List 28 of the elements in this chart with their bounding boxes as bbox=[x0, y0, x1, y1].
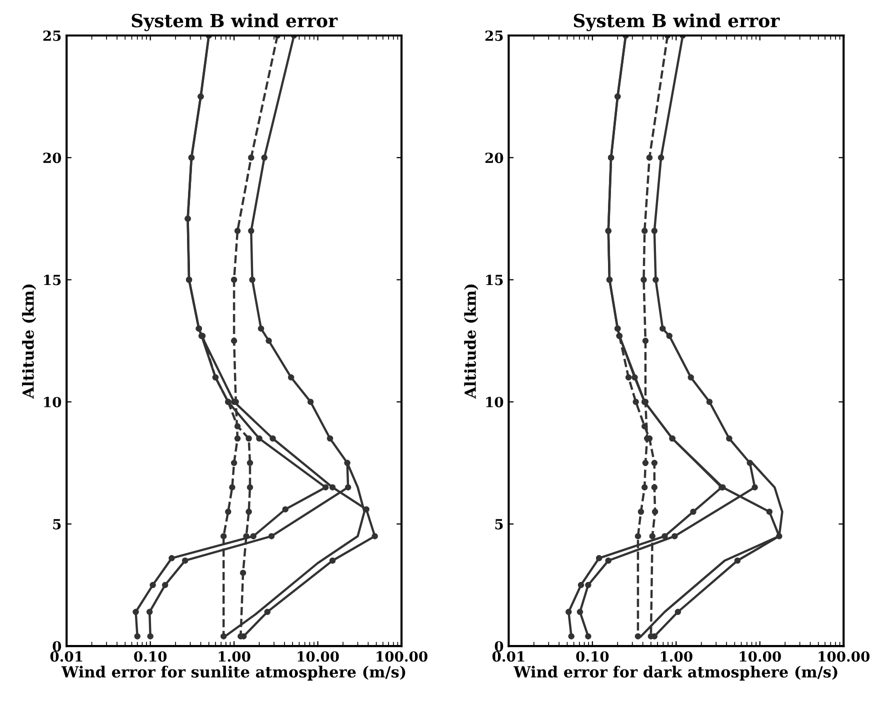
chart-title: System B wind error bbox=[132, 13, 338, 32]
x-tick-label: 0.10 bbox=[134, 651, 167, 662]
x-tick-label: 1.00 bbox=[660, 651, 692, 662]
y-tick-label: 15 bbox=[44, 274, 61, 286]
y-tick-label: 15 bbox=[486, 274, 503, 286]
x-tick-label: 0.01 bbox=[492, 651, 524, 662]
x-tick-label: 10.00 bbox=[740, 651, 781, 662]
x-tick-label: 100.00 bbox=[818, 651, 870, 662]
y-tick-label: 10 bbox=[44, 396, 62, 408]
y-tick-label: 10 bbox=[486, 396, 504, 408]
y-axis-title: Altitude (km) bbox=[22, 284, 36, 399]
x-tick-label: 100.00 bbox=[376, 651, 428, 662]
y-tick-label: 5 bbox=[53, 519, 61, 530]
y-tick-label: 0 bbox=[494, 641, 504, 652]
y-tick-label: 20 bbox=[485, 152, 504, 164]
y-tick-label: 20 bbox=[43, 152, 62, 164]
y-tick-label: 5 bbox=[495, 519, 503, 530]
y-tick-label: 25 bbox=[485, 30, 503, 41]
x-tick-label: 0.01 bbox=[50, 651, 82, 662]
x-axis-title: Wind error for sunlite atmosphere (m/s) bbox=[61, 666, 406, 681]
x-tick-label: 10.00 bbox=[298, 651, 339, 662]
y-tick-label: 0 bbox=[52, 641, 62, 652]
chart-title: System B wind error bbox=[574, 13, 780, 32]
x-tick-label: 1.00 bbox=[218, 651, 250, 662]
y-tick-label: 25 bbox=[43, 30, 61, 41]
x-axis-title: Wind error for dark atmosphere (m/s) bbox=[513, 666, 838, 681]
y-axis-title: Altitude (km) bbox=[464, 284, 478, 399]
x-tick-label: 0.10 bbox=[576, 651, 609, 662]
